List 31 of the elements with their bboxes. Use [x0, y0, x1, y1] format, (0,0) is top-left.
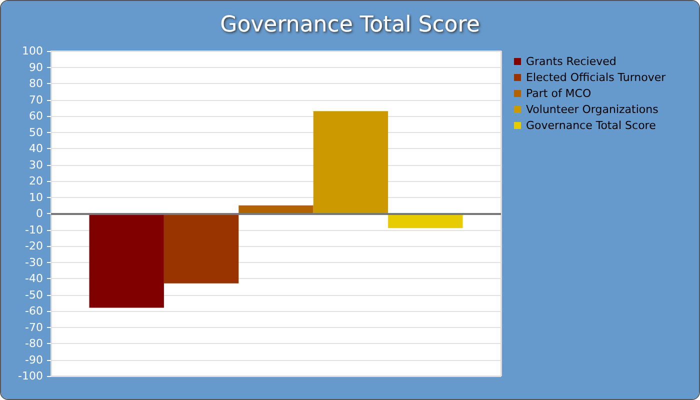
y-tick-label: 70 [29, 93, 43, 106]
chart-title: Governance Total Score [220, 12, 480, 38]
y-tick-label: 40 [29, 142, 43, 155]
y-tick-label: -100 [18, 370, 43, 382]
y-tick-label: 100 [22, 44, 43, 58]
legend-label: Governance Total Score [526, 119, 656, 132]
bar [164, 214, 239, 284]
bar [89, 214, 164, 308]
y-tick-label: -80 [25, 337, 43, 350]
y-tick-label: -20 [25, 240, 43, 252]
y-tick-label: -90 [25, 353, 43, 366]
bar [313, 111, 388, 214]
legend-label: Elected Officials Turnover [526, 71, 666, 84]
legend-label: Grants Recieved [526, 55, 616, 68]
y-tick-label: -70 [25, 320, 43, 334]
y-tick-label: 60 [29, 110, 43, 122]
y-tick-label: -10 [25, 223, 43, 236]
y-tick-label: -30 [25, 256, 43, 269]
y-tick-label: -40 [25, 272, 43, 285]
y-tick-label: 50 [29, 126, 43, 139]
y-tick-label: 80 [29, 77, 43, 90]
legend-label: Part of MCO [526, 87, 592, 100]
y-tick-label: 0 [36, 207, 43, 220]
y-tick-label: 20 [29, 174, 43, 188]
y-tick-label: 10 [29, 190, 43, 204]
y-tick-label: -50 [25, 288, 43, 302]
legend-label: Volunteer Organizations [526, 103, 659, 116]
bar [238, 205, 314, 214]
y-tick-label: 90 [29, 60, 43, 74]
y-tick-label: 30 [29, 158, 43, 172]
y-tick-label: -60 [25, 304, 43, 318]
